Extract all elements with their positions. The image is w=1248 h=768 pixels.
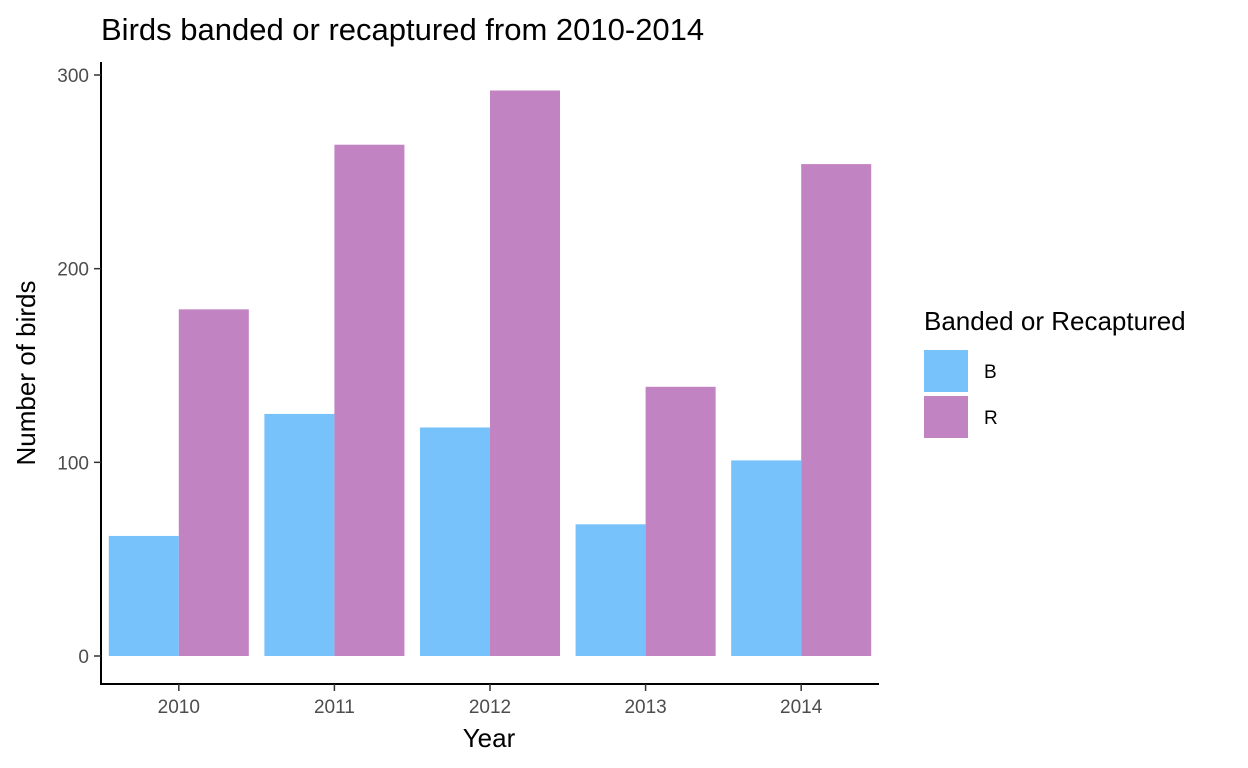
y-tick-label: 100 [57,453,89,474]
y-axis-ticks: 0 100 200 300 [57,66,101,668]
y-tick-label: 0 [78,647,89,668]
legend-title: Banded or Recaptured [924,306,1186,336]
y-axis-title: Number of birds [11,281,41,466]
chart-title: Birds banded or recaptured from 2010-201… [101,12,704,47]
y-tick-label: 200 [57,260,89,281]
bar-b-2010 [108,535,179,656]
bar-b-2014 [731,460,802,656]
bar-r-2013 [645,386,716,656]
x-tick-label: 2010 [158,697,200,718]
legend-key-r [924,396,968,438]
bar-b-2013 [575,524,646,656]
legend-label-b: B [984,362,997,383]
bar-r-2010 [178,309,249,656]
x-tick-label: 2012 [469,697,511,718]
x-axis-ticks: 2010 2011 2012 2013 2014 [158,684,823,718]
x-tick-label: 2011 [314,697,355,718]
x-tick-label: 2014 [780,697,823,718]
bar-r-2011 [334,144,405,656]
bar-r-2012 [490,90,561,657]
x-tick-label: 2013 [624,697,666,718]
bars-group [108,90,872,657]
y-tick-label: 300 [57,66,89,87]
bar-b-2011 [264,413,335,656]
legend-key-b [924,350,968,392]
legend-label-r: R [984,408,998,429]
bar-b-2012 [419,427,490,656]
bar-r-2014 [801,164,872,656]
legend: Banded or Recaptured B R [924,306,1186,438]
x-axis-title: Year [463,723,516,753]
